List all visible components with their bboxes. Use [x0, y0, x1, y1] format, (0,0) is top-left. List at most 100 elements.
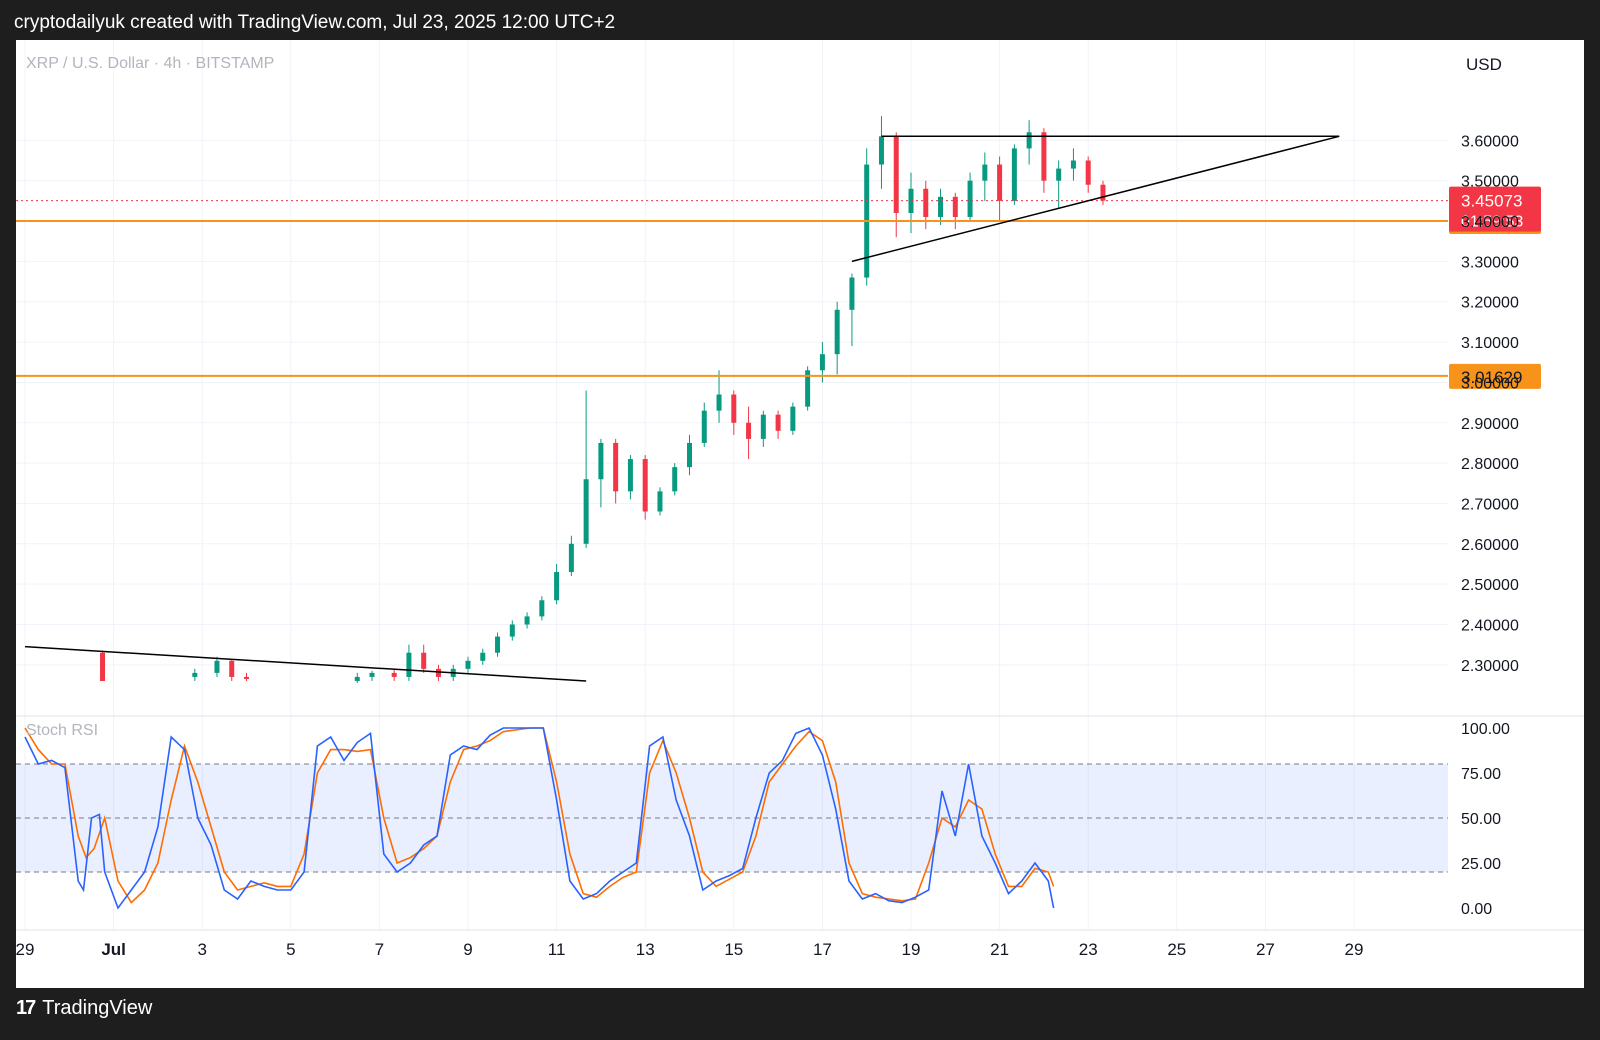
candle-body — [1026, 132, 1032, 149]
price-tick-label: 2.90000 — [1461, 416, 1519, 433]
chart-frame[interactable]: 3.40000 3.01629 3.45073 01:59:53 100.00 75.0… — [16, 40, 1584, 988]
candle-body — [480, 652, 486, 661]
candle-body — [642, 459, 648, 512]
candle-body — [1056, 168, 1062, 181]
time-tick-label: 23 — [1079, 940, 1098, 959]
time-tick-label: 27 — [1256, 940, 1275, 959]
candle-body — [982, 164, 988, 181]
time-tick-label: 25 — [1167, 940, 1186, 959]
level-price-tag — [1449, 363, 1541, 389]
price-levels: 3.40000 3.01629 3.45073 01:59:53 — [16, 186, 1541, 389]
candle-body — [613, 442, 619, 492]
stoch-tick-label: 75.00 — [1461, 766, 1501, 783]
price-tick-label: 2.40000 — [1461, 617, 1519, 634]
last-price-value: 3.45073 — [1461, 192, 1522, 211]
candle-body — [805, 370, 811, 407]
price-tick-label: 3.60000 — [1461, 133, 1519, 150]
level-price-value: 3.01629 — [1461, 368, 1522, 387]
candle-body — [760, 414, 766, 439]
trendline — [24, 645, 587, 682]
candle-body — [672, 467, 678, 492]
time-tick-label: 3 — [197, 940, 206, 959]
time-tick-label: 5 — [286, 940, 295, 959]
candle-body — [391, 672, 397, 677]
stoch-rsi-k-line — [24, 726, 1055, 910]
axes: 3.60000 3.50000 3.40000 3.30000 3.20000 3.100… — [16, 55, 1584, 959]
candle-body — [893, 136, 899, 213]
candle-body — [465, 660, 471, 669]
candle-body — [657, 491, 663, 512]
price-tick-label: 3.50000 — [1461, 174, 1519, 191]
stoch-tick-label: 25.00 — [1461, 856, 1501, 873]
stoch-tick-label: 50.00 — [1461, 811, 1501, 828]
candle-body — [598, 442, 604, 480]
candle-body — [354, 676, 360, 681]
candle-body — [849, 277, 855, 310]
candle-body — [568, 543, 574, 573]
candle-body — [214, 660, 220, 673]
candle-body — [627, 459, 633, 492]
trendlines — [24, 135, 1340, 682]
candle-body — [524, 616, 530, 625]
chart-header: cryptodailyuk created with TradingView.c… — [14, 12, 616, 33]
stoch-tick-label: 0.00 — [1461, 901, 1492, 918]
price-tick-label: 2.30000 — [1461, 658, 1519, 675]
candle-body — [554, 572, 560, 601]
price-tick-label: 2.50000 — [1461, 577, 1519, 594]
time-tick-label: 15 — [724, 940, 743, 959]
candle-body — [746, 422, 752, 439]
candle-body — [834, 309, 840, 355]
footer-brand: TradingView — [42, 997, 153, 1019]
candle-body — [923, 188, 929, 217]
candle-body — [938, 196, 944, 217]
candle-body — [229, 660, 235, 677]
time-tick-label: 17 — [813, 940, 832, 959]
candle-body — [731, 394, 737, 423]
price-tick-label: 2.80000 — [1461, 456, 1519, 473]
candle-body — [406, 652, 412, 677]
candle-body — [509, 624, 515, 637]
time-tick-label: 29 — [16, 940, 34, 959]
candle-body — [435, 668, 441, 677]
price-tick-label: 2.60000 — [1461, 537, 1519, 554]
price-tick-label: 2.70000 — [1461, 496, 1519, 513]
last-price-countdown: 01:59:53 — [1461, 214, 1523, 231]
time-tick-label: 9 — [463, 940, 472, 959]
price-tick-label: 3.00000 — [1461, 375, 1519, 392]
candle-body — [997, 164, 1003, 201]
candle-body — [1041, 132, 1047, 181]
candle-body — [1070, 160, 1076, 169]
last-price-tag — [1449, 186, 1541, 232]
candle-body — [192, 672, 198, 677]
price-tick-label: 3.40000 — [1461, 214, 1519, 231]
candlestick-chart[interactable]: 3.40000 3.01629 3.45073 01:59:53 100.00 75.0… — [16, 40, 1584, 988]
candle-body — [539, 600, 545, 617]
time-tick-label: 19 — [902, 940, 921, 959]
price-tick-label: 3.30000 — [1461, 254, 1519, 271]
time-tick-label: 7 — [375, 940, 384, 959]
candle-body — [583, 479, 589, 544]
currency-label: USD — [1466, 55, 1502, 74]
candle-body — [244, 676, 249, 679]
time-tick-label: 21 — [990, 940, 1009, 959]
time-tick-label: 29 — [1345, 940, 1364, 959]
price-tick-label: 3.10000 — [1461, 335, 1519, 352]
candle-body — [100, 652, 106, 681]
candle-body — [819, 354, 825, 371]
time-tick-label: 13 — [636, 940, 655, 959]
candle-body — [967, 180, 973, 217]
grid — [16, 40, 1448, 930]
candle-body — [1011, 148, 1017, 201]
symbol-label: XRP / U.S. Dollar · 4h · BITSTAMP — [26, 55, 274, 72]
stoch-tick-label: 100.00 — [1461, 721, 1510, 738]
candle-body — [1085, 160, 1091, 185]
candle-body — [790, 406, 796, 431]
candle-body — [421, 652, 427, 669]
time-tick-label: Jul — [101, 940, 126, 959]
candle-body — [369, 672, 375, 677]
trendline — [851, 135, 1340, 263]
candle-body — [1100, 184, 1106, 201]
stoch-rsi-pane: 100.00 75.00 50.00 25.00 0.00 — [16, 715, 1584, 918]
stoch-rsi-label: Stoch RSI — [26, 722, 98, 739]
candle-body — [878, 136, 884, 165]
